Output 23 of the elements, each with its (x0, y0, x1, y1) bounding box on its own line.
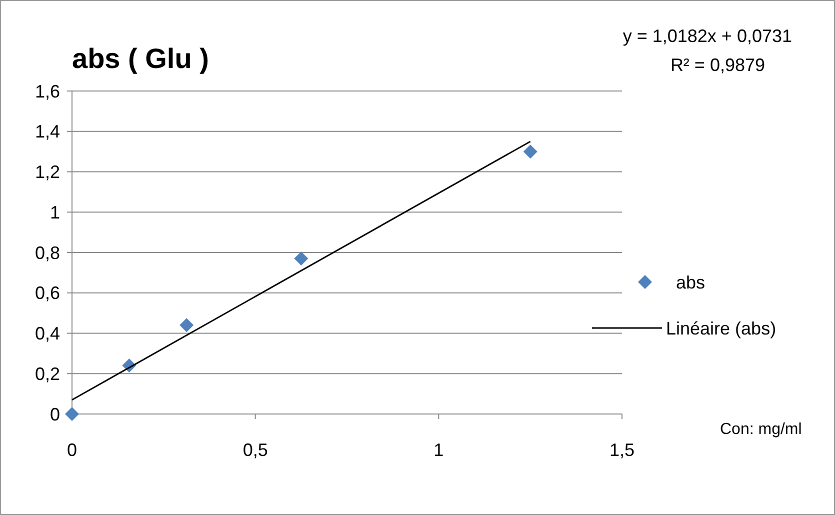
x-tick-label: 1 (434, 440, 444, 460)
legend-label: abs (676, 272, 706, 292)
x-tick-label: 1,5 (609, 440, 635, 460)
text: R² = 0,9879 (670, 55, 765, 75)
point (523, 144, 538, 159)
y-tick-label: 1,2 (34, 162, 60, 182)
point (65, 407, 79, 421)
y-tick-label: 0,8 (34, 242, 60, 263)
y-tick-label: 0,4 (34, 324, 60, 344)
x-tick-label: 0 (66, 440, 78, 460)
point (180, 318, 194, 332)
text: y = 1,0182x + 0,0731 (622, 26, 792, 46)
y-tick-label: 1,6 (34, 81, 60, 102)
point (294, 252, 308, 266)
y-tick-label: 0 (50, 404, 60, 424)
x-tick-label: 0,5 (242, 440, 268, 460)
y-tick-label: 1,4 (34, 122, 60, 142)
y-tick-label: 0,6 (34, 283, 60, 304)
y-tick-label: 0,2 (34, 364, 60, 384)
chart-title: abs ( Glu ) (72, 43, 209, 74)
legend-label: Linéaire (abs) (666, 318, 776, 338)
text: Con: mg/ml (720, 421, 802, 438)
y-tick-label: 1 (50, 202, 60, 222)
